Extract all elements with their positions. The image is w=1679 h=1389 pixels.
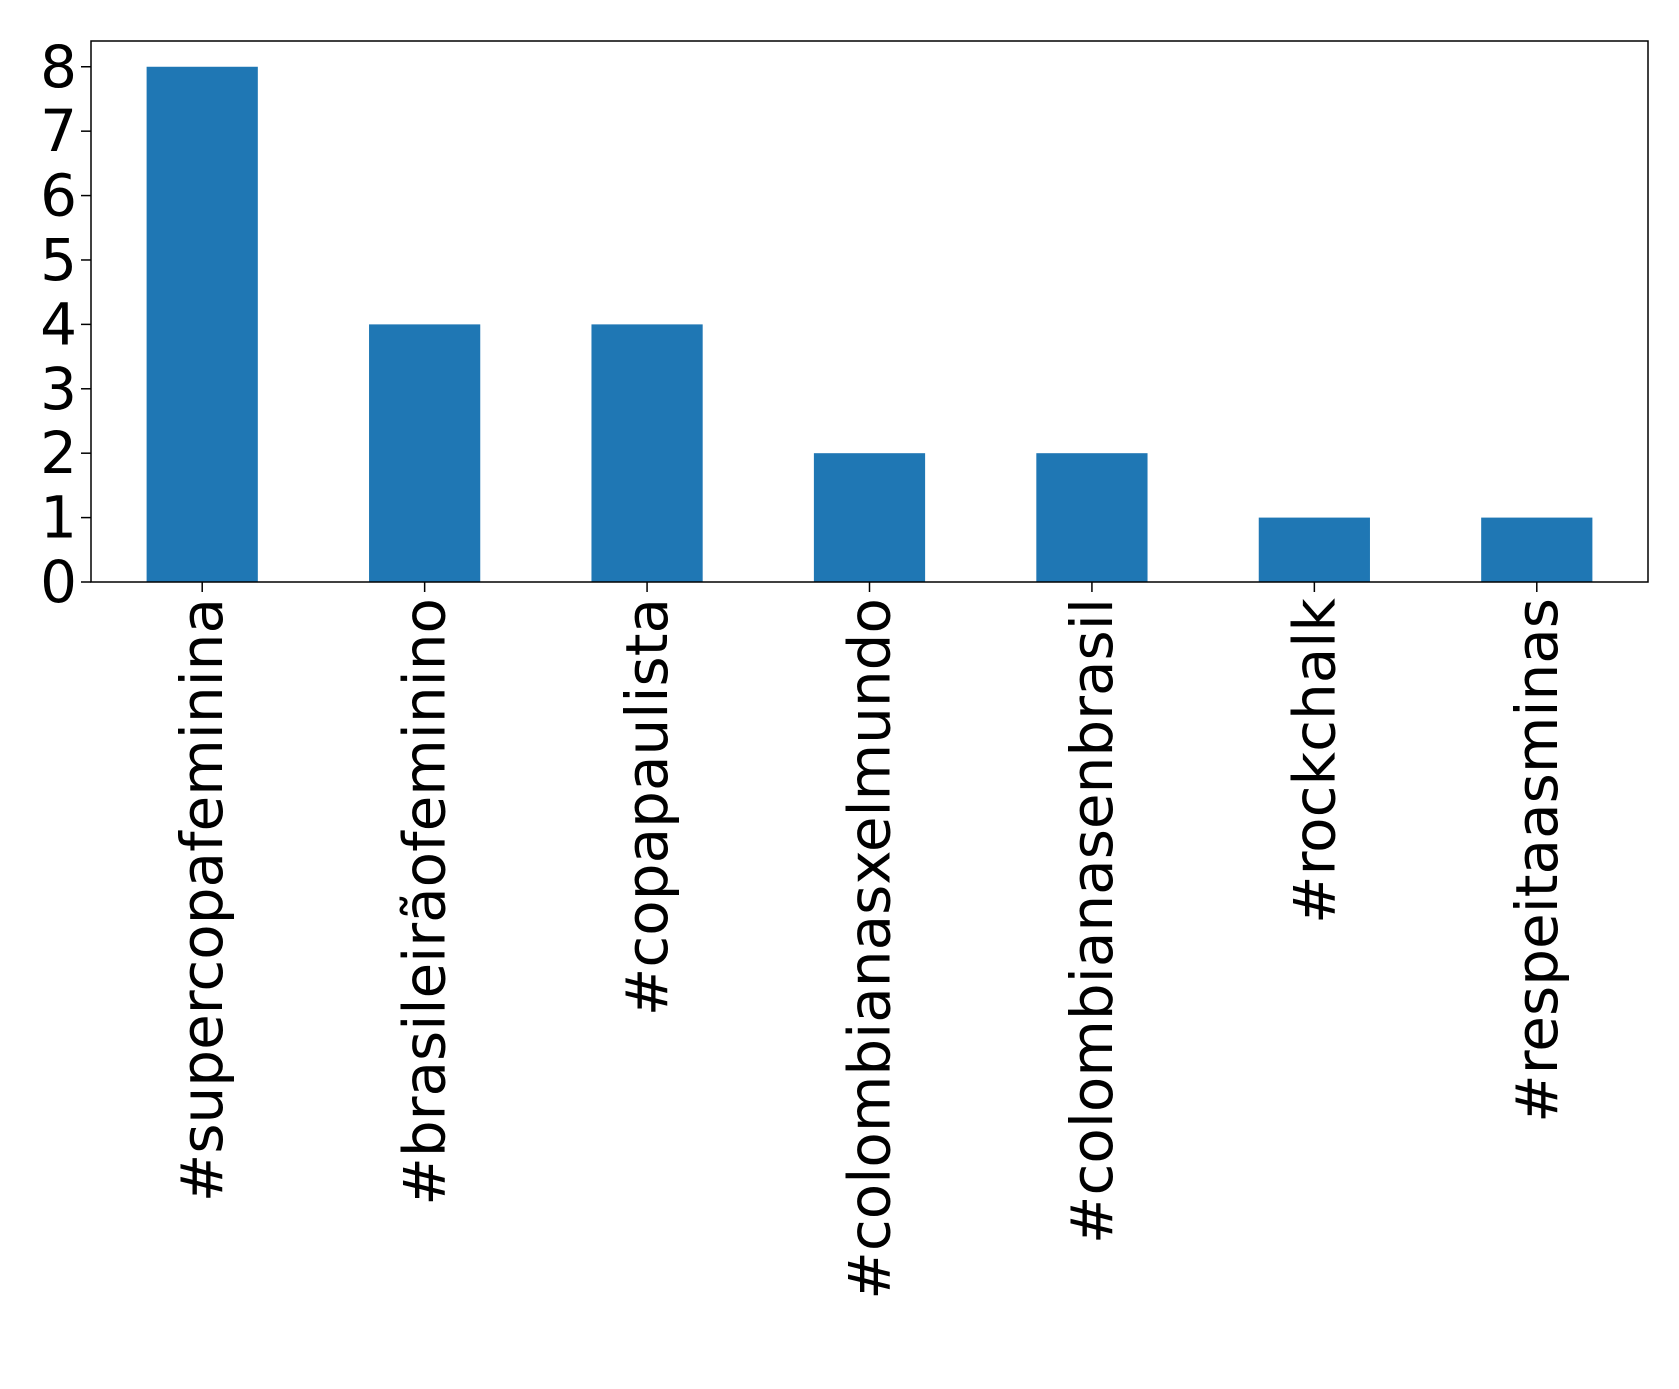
y-tick-label: 1 <box>40 484 77 552</box>
bar <box>1481 517 1593 582</box>
y-tick-label: 4 <box>40 290 77 358</box>
y-tick-label: 3 <box>40 355 77 423</box>
plot-frame <box>90 40 1649 583</box>
bar <box>1258 517 1370 582</box>
bar <box>591 324 703 582</box>
y-tick-label: 0 <box>40 548 77 616</box>
y-tick-label: 5 <box>40 226 77 294</box>
bar <box>369 324 481 582</box>
y-tick-label: 6 <box>40 162 77 230</box>
y-tick-label: 8 <box>40 33 77 101</box>
x-tick-label: #copapaulista <box>613 598 681 1016</box>
y-tick-label: 7 <box>40 97 77 165</box>
x-tick-label: #respeitaasminas <box>1503 598 1571 1123</box>
x-tick-label: #colombianasxelmundo <box>836 598 904 1300</box>
x-tick-label: #supercopafeminina <box>168 598 236 1202</box>
bar <box>146 66 258 582</box>
bar <box>1036 453 1148 582</box>
bar-series <box>146 66 1593 582</box>
x-axis: #supercopafeminina #brasileirãofeminino #c… <box>168 582 1571 1300</box>
x-tick-label: #rockchalk <box>1280 598 1348 924</box>
x-tick-label: #brasileirãofeminino <box>391 598 459 1206</box>
bar <box>813 453 926 582</box>
x-tick-label: #colombianasenbrasil <box>1058 598 1126 1244</box>
y-tick-label: 2 <box>40 419 77 487</box>
